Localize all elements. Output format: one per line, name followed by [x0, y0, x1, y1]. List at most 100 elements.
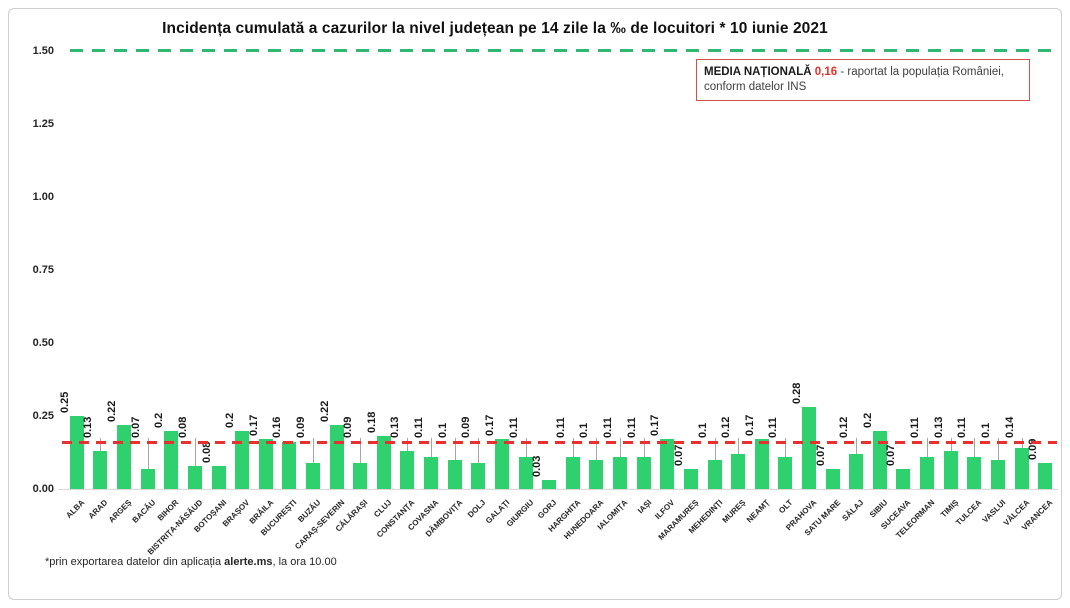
bar-arad: [93, 450, 108, 489]
bar-value-label: 0.11: [602, 417, 615, 438]
bar-value-label: 0.12: [720, 416, 733, 438]
bar-giurgiu: [518, 456, 533, 489]
bar-buzău: [306, 462, 320, 489]
bar-value-label: 0.17: [247, 414, 260, 437]
bar-cluj: [376, 436, 391, 489]
bar-value-label: 0.11: [909, 417, 922, 438]
bar-value-label: 0.1: [979, 422, 992, 438]
bar-value-label: 0.17: [743, 414, 756, 437]
bar-value-label: 0.2: [224, 412, 237, 428]
bar-dolj: [471, 462, 486, 489]
bar-value-label: 0.07: [672, 444, 685, 466]
value-leader-line: [194, 438, 196, 466]
value-leader-line: [454, 438, 456, 460]
x-axis-line: [58, 489, 1058, 490]
bar-maramureș: [683, 468, 698, 489]
value-leader-line: [431, 438, 433, 457]
value-leader-line: [738, 438, 740, 454]
bar-sibiu: [872, 430, 887, 489]
bar-argeș: [117, 424, 132, 489]
chart-title: Incidența cumulată a cazurilor la nivel …: [162, 20, 828, 37]
bar-gorj: [542, 480, 557, 489]
value-leader-line: [643, 438, 645, 457]
national-average-line: [62, 441, 1057, 444]
bar-covasna: [424, 456, 439, 489]
bar-value-label: 0.11: [767, 417, 780, 438]
national-average-box: MEDIA NAȚIONALĂ 0,16 - raportat la popul…: [696, 59, 1030, 101]
bar-suceava: [896, 468, 911, 489]
bar-value-label: 0.1: [578, 422, 591, 438]
bar-prahova: [802, 407, 816, 489]
bar-value-label: 0.22: [318, 400, 331, 422]
bar-olt: [778, 456, 793, 489]
footnote-prefix: *prin exportarea datelor din aplicația: [45, 556, 225, 568]
bar-tulcea: [967, 456, 982, 489]
bar-value-label: 0.14: [1003, 416, 1016, 438]
footnote: *prin exportarea datelor din aplicația a…: [45, 556, 337, 568]
y-axis-tick: 1.25: [32, 117, 54, 130]
value-leader-line: [147, 438, 149, 469]
bar-value-label: 0.11: [554, 417, 567, 438]
panel-border: [8, 8, 1062, 600]
value-leader-line: [572, 438, 574, 457]
bar-value-label: 0.09: [295, 416, 307, 438]
value-leader-line: [950, 438, 952, 451]
value-leader-line: [714, 438, 716, 460]
value-leader-line: [856, 438, 858, 454]
bar-teleorman: [920, 456, 935, 489]
bar-value-label: 0.11: [625, 417, 638, 438]
bar-vâlcea: [1014, 448, 1029, 489]
value-leader-line: [596, 438, 598, 460]
bar-value-label: 0.11: [507, 417, 520, 438]
value-leader-line: [620, 438, 622, 457]
bar-brăila: [258, 439, 273, 489]
bar-călărași: [353, 462, 368, 489]
avg-box-value: 0,16: [814, 66, 838, 78]
avg-box-text: - raportat la populația României,: [840, 66, 1004, 78]
bar-mehedinți: [707, 459, 722, 489]
bar-value-label: 0.11: [956, 417, 969, 438]
bar-value-label: 0.2: [153, 412, 166, 428]
bar-satu mare: [825, 468, 840, 489]
y-axis-tick: 0.50: [32, 336, 54, 349]
bar-value-label: 0.08: [176, 416, 189, 438]
bar-value-label: 0.07: [885, 444, 898, 466]
bar-value-label: 0.28: [791, 382, 803, 405]
bar-bihor: [164, 430, 179, 489]
bar-value-label: 0.13: [82, 416, 95, 438]
bar-timiș: [943, 450, 958, 489]
bar-dâmbovița: [447, 459, 462, 489]
value-leader-line: [997, 438, 999, 460]
bar-bacău: [140, 468, 155, 489]
bar-vrancea: [1038, 462, 1053, 489]
y-axis-tick: 0.75: [32, 263, 54, 276]
bar-value-label: 0.12: [838, 416, 851, 438]
bar-value-label: 0.07: [129, 416, 142, 438]
bar-hunedoara: [589, 459, 604, 489]
bar-value-label: 0.16: [271, 416, 284, 438]
bar-alba: [69, 415, 84, 489]
bar-iași: [636, 456, 651, 489]
y-axis-tick: 1.50: [32, 44, 54, 57]
value-leader-line: [785, 438, 787, 457]
avg-box-label: MEDIA NAȚIONALĂ: [704, 66, 812, 78]
bar-value-label: 0.09: [460, 416, 473, 438]
bar-sălaj: [849, 453, 864, 489]
bar-bucurești: [282, 442, 297, 489]
bar-value-label: 0.13: [932, 416, 945, 438]
bar-ialomița: [613, 456, 628, 489]
bar-botoșani: [211, 465, 226, 489]
bar-value-label: 0.2: [861, 412, 874, 428]
value-leader-line: [974, 438, 976, 457]
value-leader-line: [360, 438, 362, 463]
bar-value-label: 0.22: [106, 400, 119, 422]
bar-value-label: 0.09: [342, 416, 355, 438]
upper-dashed-gridline: [70, 49, 1057, 52]
value-leader-line: [100, 438, 102, 451]
bar-constanța: [400, 450, 415, 489]
value-leader-line: [525, 438, 527, 457]
y-axis-tick: 0.25: [32, 409, 54, 422]
bar-brașov: [235, 430, 250, 489]
avg-box-text-line2: conform datelor INS: [704, 81, 807, 93]
